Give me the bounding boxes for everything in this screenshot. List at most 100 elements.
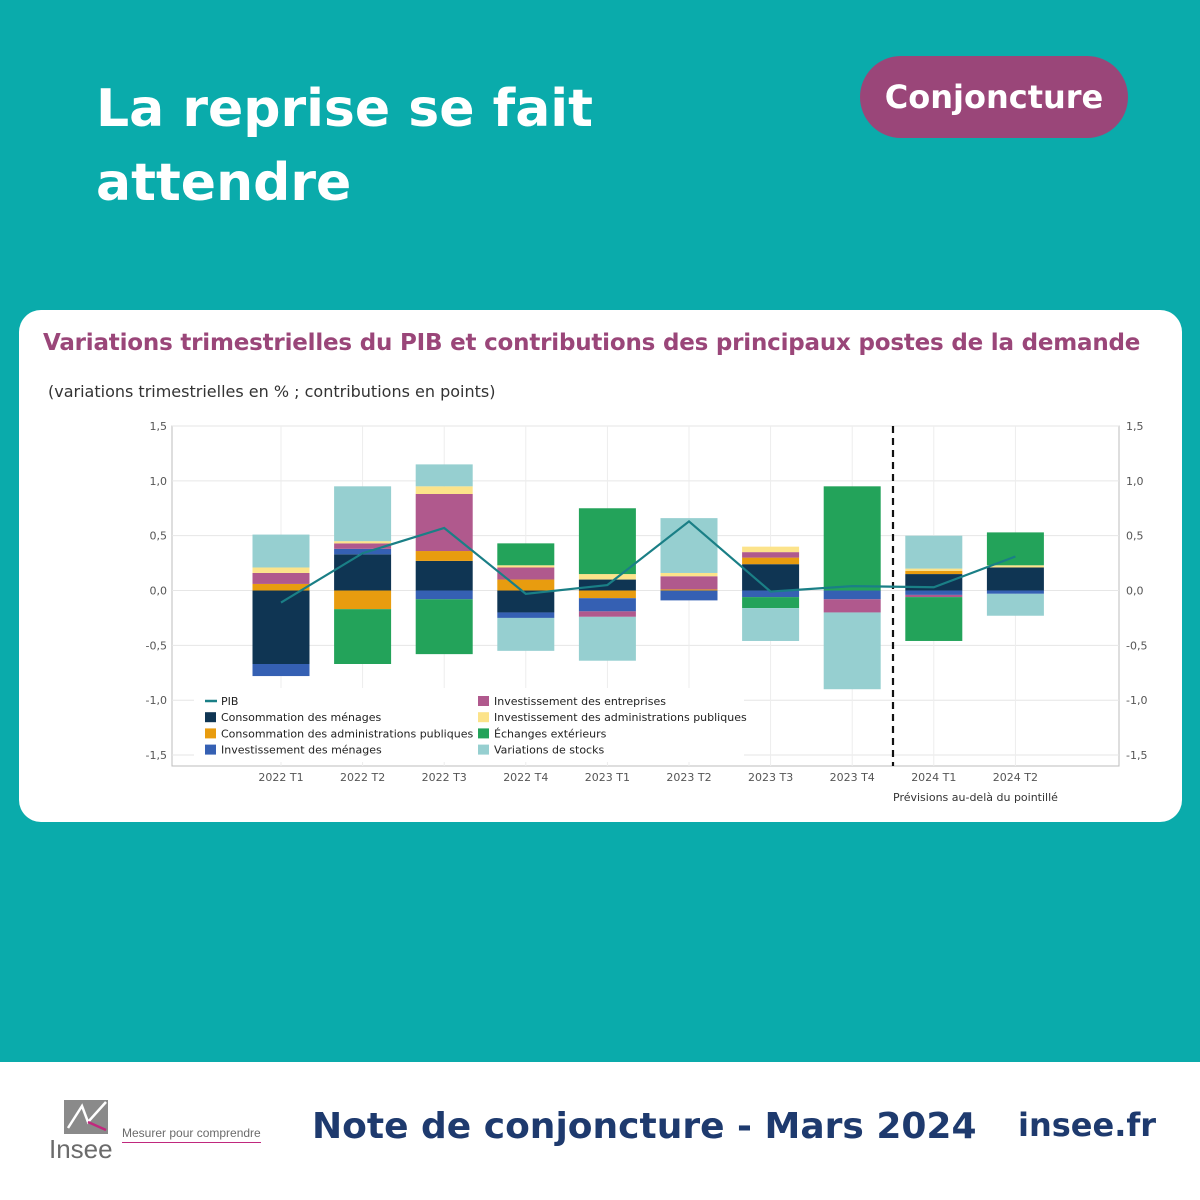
bar-investissement-des-administrations-publiques-2024-t1 — [905, 568, 963, 571]
pib-line — [280, 519, 1016, 604]
logo-text: Insee — [49, 1134, 113, 1164]
y-tick-label-left: -0,5 — [146, 639, 167, 652]
y-tick-label-left: 0,0 — [150, 585, 168, 598]
bar-consommation-des-menages-2022-t1 — [252, 590, 310, 664]
y-tick-label-right: 0,0 — [1126, 585, 1144, 598]
bar-consommation-des-menages-2022-t4 — [497, 590, 555, 613]
y-tick-label-left: 1,5 — [150, 420, 168, 433]
pib-line-layer — [280, 426, 1016, 766]
x-tick-label: 2022 T3 — [422, 771, 467, 784]
legend-label-investissement-des-menages: Investissement des ménages — [221, 744, 382, 757]
bar-echanges-exterieurs-2023-t1 — [578, 508, 636, 575]
bar-echanges-exterieurs-2023-t3 — [742, 597, 800, 609]
bar-investissement-des-administrations-publiques-2022-t4 — [497, 565, 555, 568]
bar-consommation-des-menages-2022-t2 — [334, 554, 392, 591]
x-tick-label: 2022 T1 — [258, 771, 303, 784]
bar-investissement-des-entreprises-2023-t4 — [823, 599, 881, 613]
bar-investissement-des-entreprises-2024-t1 — [905, 594, 963, 598]
bar-consommation-des-administrations-publiques-2023-t1 — [578, 590, 636, 599]
bar-variations-de-stocks-2023-t1 — [578, 616, 636, 661]
tagline: Mesurer pour comprendre — [122, 1126, 261, 1143]
bar-investissement-des-administrations-publiques-2023-t1 — [578, 574, 636, 580]
bar-investissement-des-menages-2023-t4 — [823, 590, 881, 600]
bar-investissement-des-administrations-publiques-2024-t2 — [986, 565, 1044, 568]
bar-investissement-des-menages-2024-t1 — [905, 590, 963, 595]
x-tick-label: 2023 T3 — [748, 771, 793, 784]
legend-swatch-investissement-des-administrations-publiques — [478, 712, 489, 723]
bar-investissement-des-menages-2022-t1 — [252, 664, 310, 677]
y-tick-label-right: 1,5 — [1126, 420, 1144, 433]
bar-variations-de-stocks-2022-t1 — [252, 534, 310, 568]
y-tick-label-right: -1,5 — [1126, 749, 1147, 762]
bar-investissement-des-entreprises-2022-t2 — [334, 543, 392, 549]
legend-swatch-consommation-des-administrations-publiques — [205, 728, 216, 739]
y-tick-label-left: -1,0 — [146, 694, 167, 707]
bar-investissement-des-menages-2023-t3 — [742, 590, 800, 598]
bar-investissement-des-entreprises-2022-t1 — [252, 572, 310, 584]
legend-label-pib: PIB — [221, 695, 238, 708]
legend-label-echanges-exterieurs: Échanges extérieurs — [494, 727, 607, 740]
bar-consommation-des-administrations-publiques-2022-t3 — [415, 551, 473, 561]
bar-investissement-des-entreprises-2022-t4 — [497, 567, 555, 580]
forecast-note: Prévisions au-delà du pointillé — [893, 791, 1058, 804]
bar-consommation-des-administrations-publiques-2022-t2 — [334, 590, 392, 610]
bar-consommation-des-menages-2024-t2 — [986, 567, 1044, 591]
bar-echanges-exterieurs-2022-t3 — [415, 599, 473, 655]
bar-consommation-des-administrations-publiques-2022-t1 — [252, 583, 310, 591]
bar-consommation-des-administrations-publiques-2024-t1 — [905, 570, 963, 575]
bar-consommation-des-administrations-publiques-2023-t2 — [660, 589, 718, 591]
bar-investissement-des-menages-2023-t2 — [660, 590, 718, 601]
legend-swatch-echanges-exterieurs — [478, 728, 489, 739]
bar-echanges-exterieurs-2022-t4 — [497, 543, 555, 566]
bar-investissement-des-administrations-publiques-2023-t3 — [742, 546, 800, 553]
site-link[interactable]: insee.fr — [1018, 1106, 1157, 1144]
bar-variations-de-stocks-2023-t3 — [742, 608, 800, 641]
x-tick-label: 2022 T2 — [340, 771, 385, 784]
legend-label-investissement-des-administrations-publiques: Investissement des administrations publi… — [494, 711, 747, 724]
bar-investissement-des-administrations-publiques-2022-t3 — [415, 486, 473, 494]
y-tick-label-left: 0,5 — [150, 530, 168, 543]
y-tick-label-left: -1,5 — [146, 749, 167, 762]
bar-investissement-des-menages-2022-t4 — [497, 612, 555, 618]
legend-label-investissement-des-entreprises: Investissement des entreprises — [494, 695, 666, 708]
bar-consommation-des-administrations-publiques-2023-t3 — [742, 557, 800, 565]
bar-variations-de-stocks-2022-t2 — [334, 486, 392, 542]
bar-variations-de-stocks-2023-t4 — [823, 612, 881, 690]
x-tick-label: 2024 T1 — [911, 771, 956, 784]
bar-echanges-exterieurs-2023-t4 — [823, 486, 881, 591]
bar-investissement-des-entreprises-2023-t3 — [742, 552, 800, 558]
bar-investissement-des-entreprises-2022-t3 — [415, 494, 473, 552]
bar-echanges-exterieurs-2024-t2 — [986, 532, 1044, 566]
bar-consommation-des-administrations-publiques-2022-t4 — [497, 579, 555, 591]
legend-swatch-investissement-des-menages — [205, 744, 216, 755]
legend-label-consommation-des-menages: Consommation des ménages — [221, 711, 382, 724]
bar-investissement-des-administrations-publiques-2023-t2 — [660, 572, 718, 577]
category-badge: Conjoncture — [860, 56, 1128, 138]
y-tick-label-left: 1,0 — [150, 475, 168, 488]
y-tick-label-right: 1,0 — [1126, 475, 1144, 488]
legend-swatch-consommation-des-menages — [205, 712, 216, 723]
chart-card: PIB Consommation des ménages Consommation … — [19, 310, 1182, 822]
bar-echanges-exterieurs-2022-t2 — [334, 609, 392, 664]
x-tick-label: 2023 T4 — [830, 771, 875, 784]
note-title: Note de conjoncture - Mars 2024 — [312, 1106, 977, 1147]
bar-investissement-des-entreprises-2023-t1 — [578, 611, 636, 617]
chart-labels: 1,5 1,5 1,0 1,0 0,5 0,5 0,0 0,0 -0,5 -0,5 -1,0 -1,0… — [146, 420, 1148, 804]
bar-investissement-des-administrations-publiques-2022-t1 — [252, 567, 310, 573]
bar-variations-de-stocks-2023-t2 — [660, 518, 718, 573]
bar-investissement-des-menages-2022-t2 — [334, 548, 392, 555]
bar-variations-de-stocks-2022-t4 — [497, 617, 555, 651]
footer: Insee Mesurer pour comprendre Note de co… — [0, 1062, 1200, 1200]
bar-consommation-des-menages-2022-t3 — [415, 560, 473, 591]
chart-title: Variations trimestrielles du PIB et cont… — [43, 330, 1141, 356]
bar-variations-de-stocks-2024-t2 — [986, 593, 1044, 616]
legend-swatch-investissement-des-entreprises — [478, 696, 489, 706]
bar-echanges-exterieurs-2024-t1 — [905, 597, 963, 641]
legend-swatch-variations-de-stocks — [478, 744, 489, 755]
y-tick-label-right: -0,5 — [1126, 639, 1147, 652]
y-tick-label-right: -1,0 — [1126, 694, 1147, 707]
bar-investissement-des-entreprises-2023-t2 — [660, 576, 718, 590]
x-tick-label: 2022 T4 — [503, 771, 548, 784]
x-tick-label: 2023 T1 — [585, 771, 630, 784]
chart-subtitle: (variations trimestrielles en % ; contri… — [48, 382, 496, 401]
